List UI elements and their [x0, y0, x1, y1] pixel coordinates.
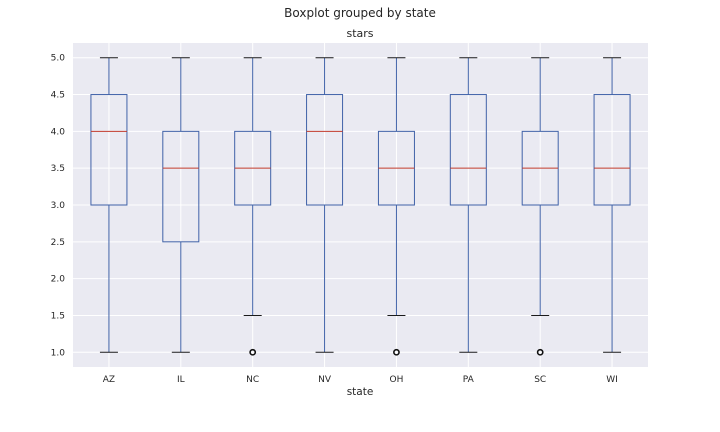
- x-tick-label: IL: [177, 375, 185, 385]
- box-pa: [449, 57, 487, 353]
- y-tick-label: 1.5: [51, 311, 65, 321]
- x-tick-label: PA: [463, 375, 475, 385]
- x-tick-label: SC: [534, 375, 546, 385]
- chart-suptitle: Boxplot grouped by state: [284, 6, 436, 20]
- box-oh: [377, 57, 415, 356]
- iqr-box: [306, 94, 344, 206]
- y-tick-label: 3.5: [51, 164, 65, 174]
- box-sc: [521, 57, 559, 356]
- iqr-box: [449, 94, 487, 206]
- box-nv: [306, 57, 344, 353]
- x-axis-label: state: [347, 386, 374, 398]
- outlier-point: [249, 348, 257, 356]
- y-axis-ticks: 1.0 1.5 2.0 2.5 3.0 3.5 4.0 4.5 5.0: [51, 54, 66, 359]
- x-tick-label: WI: [606, 375, 618, 385]
- chart-title: stars: [346, 27, 373, 40]
- x-axis-ticks: AZ IL NC NV OH PA SC WI: [103, 375, 618, 385]
- iqr-box: [162, 130, 200, 243]
- outlier-point: [393, 348, 400, 356]
- y-tick-label: 4.5: [51, 91, 65, 101]
- y-tick-label: 1.0: [51, 348, 66, 358]
- box-il: [162, 57, 200, 353]
- x-tick-label: AZ: [103, 375, 115, 385]
- y-tick-label: 2.5: [51, 238, 65, 248]
- y-tick-label: 3.0: [51, 201, 66, 211]
- boxes: [90, 57, 631, 356]
- outlier-point: [536, 348, 544, 356]
- y-tick-label: 2.0: [51, 275, 66, 285]
- box-az: [90, 57, 128, 353]
- y-tick-label: 4.0: [51, 127, 66, 137]
- x-tick-label: NV: [318, 375, 332, 385]
- y-tick-label: 5.0: [51, 54, 66, 64]
- iqr-box: [90, 94, 128, 206]
- box-nc: [234, 57, 272, 356]
- x-tick-label: OH: [390, 375, 404, 385]
- iqr-box: [593, 94, 631, 206]
- x-tick-label: NC: [246, 375, 259, 385]
- box-wi: [593, 57, 631, 353]
